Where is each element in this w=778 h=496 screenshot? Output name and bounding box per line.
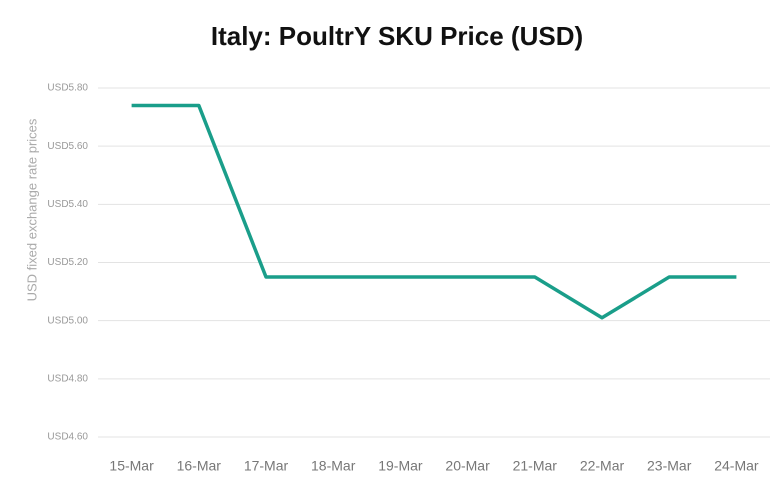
y-tick-label: USD5.40 — [47, 199, 88, 210]
x-tick-label: 17-Mar — [244, 458, 289, 474]
x-tick-label: 24-Mar — [714, 458, 759, 474]
y-tick-label: USD4.80 — [47, 373, 88, 384]
x-tick-label: 16-Mar — [177, 458, 222, 474]
x-tick-label: 20-Mar — [445, 458, 490, 474]
x-tick-label: 18-Mar — [311, 458, 356, 474]
x-tick-label: 22-Mar — [580, 458, 625, 474]
x-tick-label: 21-Mar — [513, 458, 558, 474]
chart-title: Italy: PoultrY SKU Price (USD) — [211, 21, 583, 51]
x-tick-label: 15-Mar — [109, 458, 154, 474]
y-tick-label: USD4.60 — [47, 432, 88, 443]
data-line — [131, 103, 737, 320]
y-tick-label: USD5.60 — [47, 141, 88, 152]
y-tick-label: USD5.80 — [47, 83, 88, 94]
y-axis-label: USD fixed exchange rate prices — [24, 118, 39, 301]
x-tick-label: 19-Mar — [378, 458, 423, 474]
x-tick-label: 23-Mar — [647, 458, 692, 474]
y-tick-label: USD5.00 — [47, 315, 88, 326]
y-tick-label: USD5.20 — [47, 257, 88, 268]
